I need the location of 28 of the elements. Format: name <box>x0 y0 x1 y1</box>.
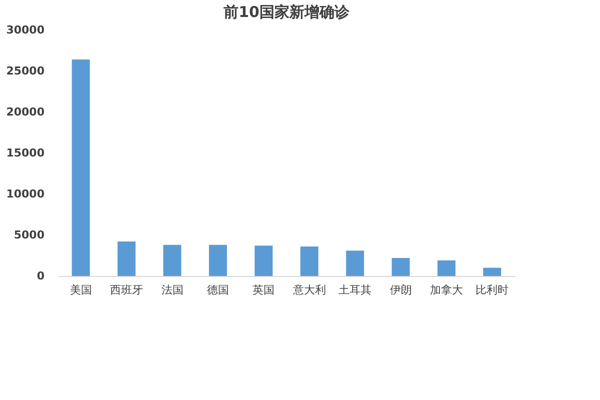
bar <box>392 258 410 276</box>
x-tick-label: 美国 <box>70 284 92 296</box>
bar <box>163 244 182 276</box>
bar <box>300 246 318 276</box>
bar <box>254 246 273 276</box>
x-tick-label: 意大利 <box>292 284 326 296</box>
bar <box>208 244 227 276</box>
bar <box>72 60 90 276</box>
y-tick-label: 20000 <box>6 106 45 118</box>
y-tick-label: 10000 <box>6 188 45 200</box>
x-tick-label: 德国 <box>206 284 229 296</box>
chart-title: 前10国家新增确诊 <box>222 3 350 21</box>
x-tick-label: 比利时 <box>476 284 509 296</box>
y-tick-label: 0 <box>36 270 45 282</box>
y-tick-label: 30000 <box>6 24 45 36</box>
x-tick-label: 英国 <box>252 284 275 296</box>
y-tick-label: 5000 <box>14 228 45 242</box>
bar <box>483 268 502 276</box>
x-tick-label: 法国 <box>161 284 184 296</box>
bar <box>118 242 136 276</box>
bar <box>346 250 364 276</box>
bar <box>437 260 456 276</box>
x-tick-label: 西班牙 <box>110 284 144 296</box>
y-tick-label: 15000 <box>6 146 45 160</box>
x-tick-label: 伊朗 <box>390 284 412 296</box>
y-tick-label: 25000 <box>6 64 45 78</box>
x-tick-label: 土耳其 <box>338 284 372 296</box>
x-tick-label: 加拿大 <box>430 284 463 296</box>
